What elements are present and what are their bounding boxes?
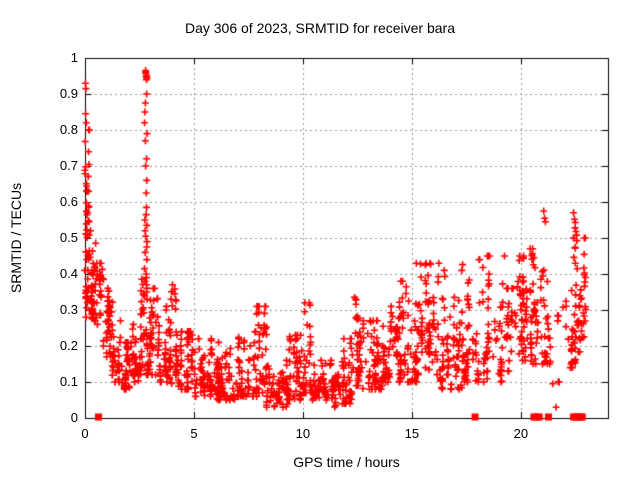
- y-tick-label: 0.5: [59, 230, 78, 245]
- x-tick-label: 20: [513, 426, 529, 441]
- x-tick-label: 10: [295, 426, 311, 441]
- y-tick-label: 0.2: [59, 338, 78, 353]
- y-tick-label: 0.7: [59, 158, 78, 173]
- y-tick-label: 0.6: [59, 194, 78, 209]
- y-tick-label: 0.3: [59, 302, 78, 317]
- y-tick-label: 0.9: [59, 86, 78, 101]
- chart-title: Day 306 of 2023, SRMTID for receiver bar…: [184, 20, 455, 36]
- y-tick-label: 0.1: [59, 374, 78, 389]
- x-tick-label: 5: [190, 426, 198, 441]
- x-tick-label: 15: [404, 426, 420, 441]
- y-tick-label: 0.4: [59, 266, 78, 281]
- y-tick-label: 1: [70, 50, 78, 65]
- x-axis-label: GPS time / hours: [293, 454, 400, 470]
- y-tick-label: 0: [70, 410, 78, 425]
- y-tick-label: 0.8: [59, 122, 78, 137]
- x-tick-label: 0: [81, 426, 89, 441]
